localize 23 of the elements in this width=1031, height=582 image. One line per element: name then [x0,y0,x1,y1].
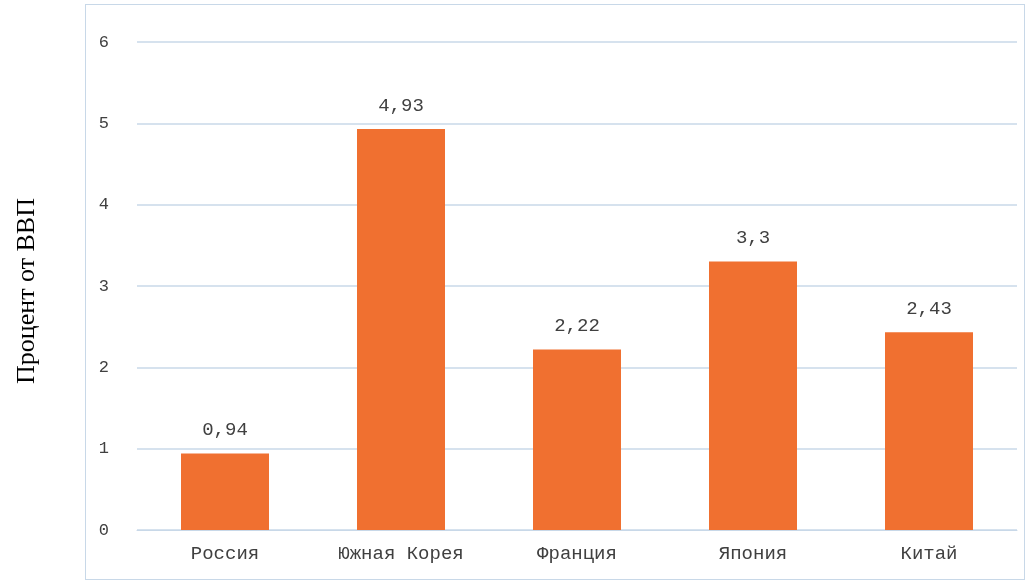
y-tick-label: 5 [98,113,109,133]
y-tick-label: 4 [98,195,109,215]
bar [709,261,797,530]
data-label: 0,94 [202,419,248,442]
x-tick-label: Китай [900,542,958,565]
data-label: 3,3 [735,227,771,250]
data-label: 2,43 [906,297,952,320]
bar [533,349,621,530]
y-tick-label: 6 [98,32,109,52]
data-label: 4,93 [378,94,424,117]
y-axis-title: Процент от ВВП [10,197,40,384]
x-tick-label: Россия [190,542,260,565]
y-tick-label: 3 [98,276,109,296]
x-tick-label: Франция [537,542,617,565]
y-tick-label: 1 [98,439,109,459]
y-tick-label: 0 [98,520,109,540]
bar [885,332,973,530]
y-tick-label: 2 [98,357,109,377]
x-tick-label: Южная Корея [338,542,464,565]
bar [357,129,445,530]
bar [181,453,269,530]
x-tick-label: Япония [718,542,788,565]
data-label: 2,22 [554,314,600,337]
